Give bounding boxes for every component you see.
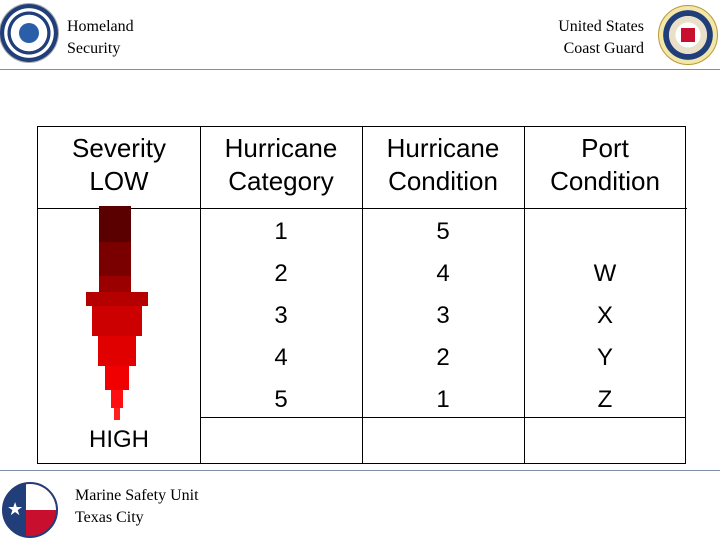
header-right-line1: United States (558, 18, 644, 35)
hurricane-category-header: Hurricane Category (200, 132, 362, 198)
arrow-segment (111, 390, 123, 408)
header-divider (0, 69, 720, 70)
port-condition-value: Z (597, 386, 613, 413)
hurricane-condition-header: Hurricane Condition (362, 132, 524, 198)
dhs-seal-icon (0, 4, 58, 62)
footer-divider (0, 470, 720, 471)
severity-high-label: HIGH (89, 426, 149, 453)
hurricane-category-values: 1 2 3 4 5 (200, 211, 362, 421)
footer-unit-name: Marine Safety Unit Texas City (75, 485, 199, 529)
arrow-segment (99, 242, 131, 276)
msu-texas-flag-icon: ★ (2, 482, 58, 538)
category-value: 5 (274, 386, 288, 413)
header-left-line1: Homeland (67, 18, 134, 35)
arrow-segment (92, 306, 142, 336)
hurricane-category-header-line2: Category (228, 166, 334, 196)
hurricane-condition-value: 2 (436, 344, 450, 371)
port-condition-value: Y (596, 344, 613, 371)
category-value: 3 (274, 302, 288, 329)
header-right-line2: Coast Guard (563, 40, 644, 57)
header-left-line2: Security (67, 40, 121, 57)
hurricane-condition-table: Severity LOW HIGH Hurricane Category Hur… (37, 126, 687, 464)
severity-header: Severity LOW (38, 132, 200, 198)
severity-arrow (86, 206, 206, 421)
port-condition-header-line1: Port (581, 133, 629, 163)
port-condition-value: W (593, 260, 617, 287)
table-column-divider (200, 127, 201, 463)
arrow-segment (114, 408, 120, 420)
table-column-divider (524, 127, 525, 463)
hurricane-condition-header-line2: Condition (388, 166, 498, 196)
uscg-seal-icon (658, 5, 718, 65)
table-footer-divider (200, 417, 686, 418)
port-condition-header-line2: Condition (550, 166, 660, 196)
hurricane-condition-values: 5 4 3 2 1 (362, 211, 524, 421)
category-value: 2 (274, 260, 288, 287)
table-header-divider (38, 208, 687, 209)
severity-low-label: LOW (89, 166, 149, 196)
arrow-segment (105, 366, 129, 390)
hurricane-condition-value: 5 (436, 218, 450, 245)
hurricane-category-header-line1: Hurricane (224, 133, 338, 163)
category-value: 1 (274, 218, 288, 245)
footer-line2: Texas City (75, 509, 144, 526)
arrow-segment (99, 276, 131, 292)
hurricane-condition-value: 3 (436, 302, 450, 329)
port-condition-values: W X Y Z (524, 211, 686, 421)
hurricane-condition-value: 4 (436, 260, 450, 287)
hurricane-condition-header-line1: Hurricane (386, 133, 500, 163)
table-column-divider (362, 127, 363, 463)
arrow-segment (86, 292, 148, 306)
severity-label: Severity (72, 133, 166, 163)
arrow-segment (99, 206, 131, 242)
header-right-title: United States Coast Guard (558, 16, 644, 60)
port-condition-value (524, 211, 686, 253)
hurricane-condition-value: 1 (436, 386, 450, 413)
port-condition-value: X (596, 302, 613, 329)
category-value: 4 (274, 344, 288, 371)
footer-line1: Marine Safety Unit (75, 487, 199, 504)
arrow-segment (98, 336, 136, 366)
port-condition-header: Port Condition (524, 132, 686, 198)
header-left-title: Homeland Security (67, 16, 134, 60)
